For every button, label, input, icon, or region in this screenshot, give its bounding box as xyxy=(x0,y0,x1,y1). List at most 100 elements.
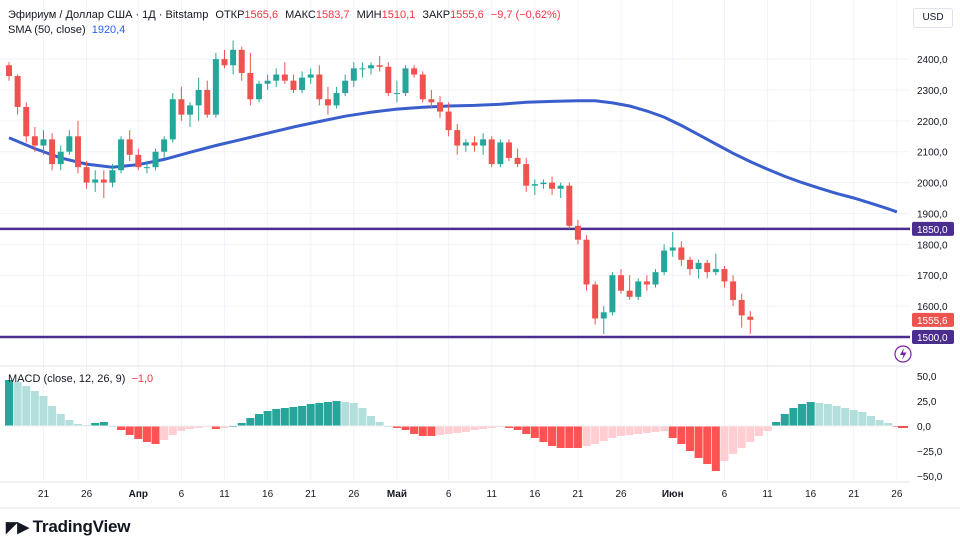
time-tick-label: 26 xyxy=(348,489,360,500)
candle-body xyxy=(480,139,487,146)
candle-body xyxy=(307,74,314,78)
change-value: −9,7 (−0,62%) xyxy=(490,9,561,21)
candle-body xyxy=(23,106,30,137)
candle-body xyxy=(324,99,331,106)
candle-body xyxy=(428,99,435,103)
candle-body xyxy=(566,185,573,226)
macd-bar xyxy=(306,404,315,426)
time-tick-label: 11 xyxy=(487,489,498,500)
time-tick-label: 21 xyxy=(305,489,317,500)
macd-bar xyxy=(65,420,74,426)
time-tick-label: 21 xyxy=(572,489,584,500)
tradingview-logo[interactable]: ◤▶ TradingView xyxy=(6,517,131,537)
macd-bar xyxy=(341,402,350,426)
macd-tick-label: 0,0 xyxy=(917,422,931,433)
price-tick-label: 2400,0 xyxy=(917,55,948,66)
candle-body xyxy=(230,49,237,66)
candle-body xyxy=(135,154,142,168)
open-value: 1565,6 xyxy=(244,9,279,21)
macd-bar xyxy=(720,426,729,461)
candle-body xyxy=(376,65,383,67)
macd-bar xyxy=(599,426,608,441)
candle-body xyxy=(187,105,194,115)
candle-body xyxy=(385,66,392,94)
macd-bar xyxy=(375,422,384,426)
price-tick-label: 1900,0 xyxy=(917,209,948,220)
macd-bar xyxy=(763,426,772,431)
macd-bar xyxy=(703,426,712,464)
macd-bar xyxy=(349,403,358,426)
candle-body xyxy=(333,93,340,106)
sma-legend[interactable]: SMA (50, close) 1920,4 xyxy=(8,24,125,36)
candle-body xyxy=(437,102,443,112)
macd-bar xyxy=(522,426,531,434)
candle-body xyxy=(738,299,745,316)
macd-value: −1,0 xyxy=(131,373,154,385)
candle-body xyxy=(505,142,512,158)
macd-bar xyxy=(280,408,289,426)
macd-bar xyxy=(272,409,281,426)
currency-button[interactable]: USD xyxy=(913,8,953,28)
macd-bar xyxy=(608,426,617,438)
macd-bar xyxy=(573,426,582,448)
candle-body xyxy=(557,185,564,189)
macd-last-mark xyxy=(898,426,908,428)
candle-body xyxy=(31,136,38,146)
macd-bar xyxy=(194,426,203,428)
macd-bar xyxy=(841,408,850,426)
time-tick-label: 11 xyxy=(762,489,773,500)
macd-tick-label: 50,0 xyxy=(917,372,937,383)
alert-icon[interactable] xyxy=(894,345,912,363)
macd-bar xyxy=(858,412,867,426)
macd-bar xyxy=(315,403,324,426)
time-axis[interactable]: 21 26 Апр 6 11 16 21 26 Май 6 11 16 21 26 Июн 6 11 16 21 26 xyxy=(0,481,960,509)
candle-body xyxy=(583,239,590,285)
macd-bar xyxy=(436,426,444,435)
macd-bar xyxy=(668,426,677,438)
macd-bar xyxy=(427,426,436,436)
candle-body xyxy=(712,269,719,273)
last-price-label: 1555,6 xyxy=(917,316,948,327)
macd-bar xyxy=(651,426,660,432)
macd-bar xyxy=(634,426,643,434)
time-tick-label: 16 xyxy=(262,489,274,500)
macd-bar xyxy=(617,426,626,436)
macd-bar xyxy=(729,426,738,454)
macd-bar xyxy=(867,416,875,426)
time-tick-label: 26 xyxy=(615,489,627,500)
time-tick-label: Май xyxy=(387,489,407,500)
symbol-title: Эфириум / Доллар США · 1Д · Bitstamp xyxy=(8,9,209,21)
logo-text: TradingView xyxy=(32,517,131,536)
macd-bar xyxy=(556,426,565,448)
macd-bar xyxy=(582,426,591,446)
macd-bar xyxy=(884,423,893,426)
candle-body xyxy=(83,167,90,183)
horizontal-levels xyxy=(0,227,910,339)
candle-body xyxy=(574,225,581,240)
time-tick-label: Апр xyxy=(129,489,148,500)
candle-body xyxy=(419,74,426,100)
macd-bar xyxy=(410,426,419,434)
high-value: 1583,7 xyxy=(315,9,350,21)
level-badge xyxy=(912,221,954,236)
macd-bar xyxy=(125,426,134,435)
candle-body xyxy=(273,74,280,81)
sma-label: SMA (50, close) xyxy=(8,24,86,36)
macd-bar xyxy=(39,396,48,426)
macd-bar xyxy=(530,426,539,438)
candle-body xyxy=(652,272,659,285)
macd-legend[interactable]: MACD (close, 12, 26, 9) −1,0 xyxy=(8,373,153,385)
macd-bar xyxy=(487,426,496,428)
price-axis[interactable]: 1500,0 1600,0 1700,0 1800,0 1900,0 2000,0 2100… xyxy=(898,0,960,485)
level-badge xyxy=(912,330,954,344)
high-label: МАКС xyxy=(285,9,316,21)
macd-bar xyxy=(685,426,694,451)
candle-body xyxy=(264,80,271,84)
macd-bar xyxy=(479,426,488,429)
time-tick-label: Июн xyxy=(662,489,684,500)
candle-body xyxy=(618,275,625,291)
level-label: 1500,0 xyxy=(917,333,948,344)
candle-body xyxy=(100,179,107,183)
macd-bar xyxy=(22,386,31,426)
